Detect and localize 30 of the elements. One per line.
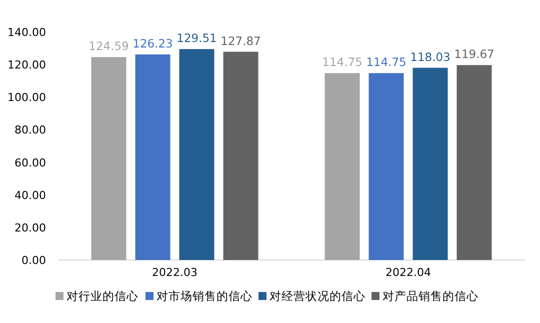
y-tick-label: 60.00 [14,156,46,170]
data-label: 119.67 [454,47,494,62]
bar [368,73,404,260]
y-tick-label: 0.00 [22,254,46,267]
legend-label: 对产品销售的信心 [382,289,478,303]
bar [456,65,492,260]
legend-label: 对行业的信心 [66,289,138,303]
y-tick-label: 100.00 [8,91,46,104]
data-label: 127.87 [220,34,261,48]
data-label: 129.51 [176,31,217,46]
y-tick-label: 20.00 [14,221,46,234]
x-tick-label: 2022.03 [152,266,198,279]
y-tick-label: 140.00 [8,26,46,39]
x-tick-label: 2022.04 [386,266,431,279]
bar [179,49,214,260]
data-label: 118.03 [410,50,450,64]
bar [91,57,126,260]
data-label: 114.75 [366,55,406,70]
y-tick-label: 40.00 [14,188,46,202]
data-label: 126.23 [132,36,173,50]
bar [135,54,170,260]
y-tick-label: 80.00 [14,124,46,137]
bar [324,73,360,260]
y-tick-label: 120.00 [8,58,46,72]
data-label: 114.75 [322,55,362,70]
data-label: 124.59 [88,39,129,54]
bar [412,68,448,260]
legend-label: 对经营状况的信心 [270,289,366,303]
legend-label: 对市场销售的信心 [156,289,252,303]
bar [223,52,258,260]
